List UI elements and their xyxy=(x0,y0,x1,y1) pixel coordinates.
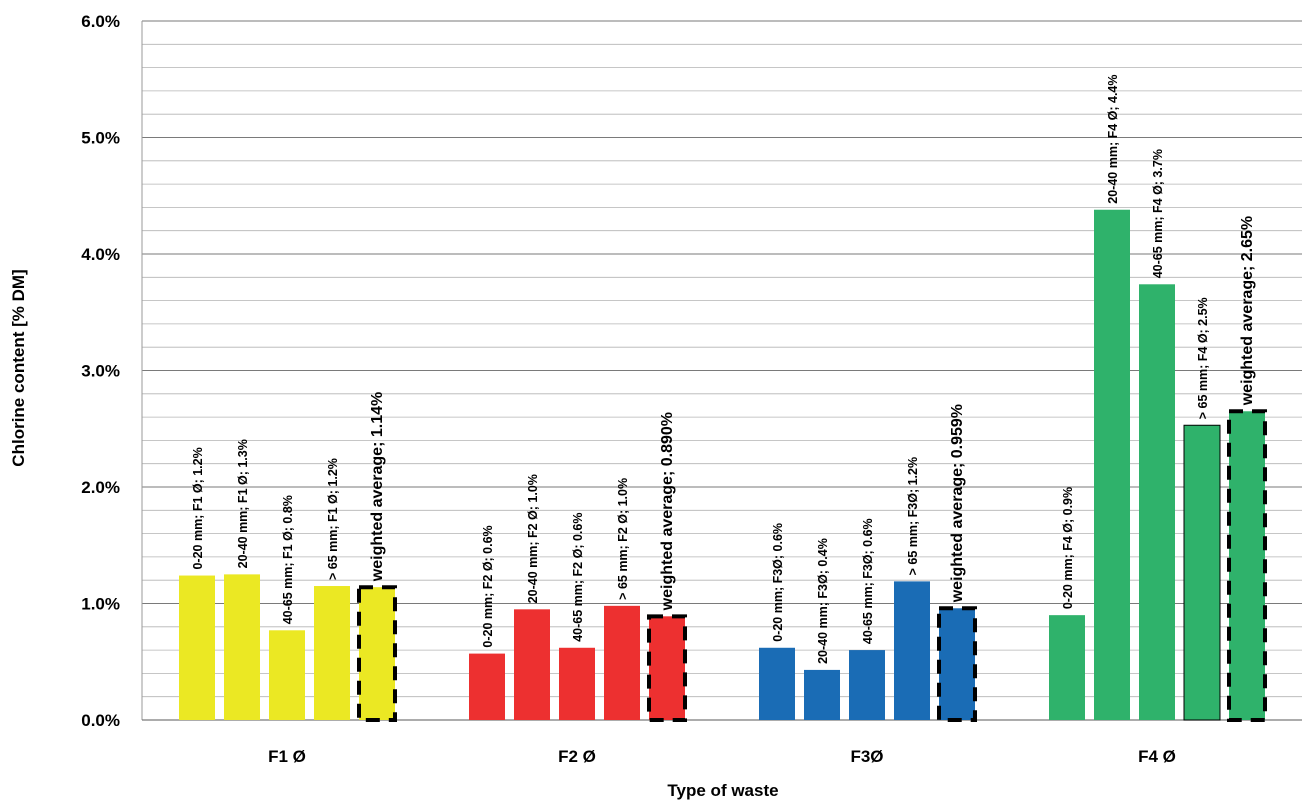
y-axis-title: Chlorine content [% DM] xyxy=(9,269,28,466)
weighted-average-label: weighted average; 2.65% xyxy=(1239,216,1256,406)
bars xyxy=(179,209,1267,722)
bar-value-label: 40-65 mm; F4 Ø; 3.7% xyxy=(1151,149,1165,278)
data-bar xyxy=(514,609,550,720)
data-bar xyxy=(269,630,305,720)
weighted-average-bar xyxy=(647,614,687,722)
data-bar xyxy=(1049,615,1085,720)
data-bar xyxy=(179,575,215,720)
bar-value-label: 0-20 mm; F3Ø; 0.6% xyxy=(771,523,785,642)
y-tick-label: 5.0% xyxy=(81,129,120,148)
bar-value-label: 20-40 mm; F1 Ø; 1.3% xyxy=(236,439,250,568)
weighted-average-bar xyxy=(357,585,397,722)
bar-labels: 0-20 mm; F1 Ø; 1.2% 20-40 mm; F1 Ø; 1.3% 4… xyxy=(191,75,1256,664)
bar-value-label: 20-40 mm; F2 Ø; 1.0% xyxy=(526,474,540,603)
category-label: F3Ø xyxy=(850,747,883,766)
y-tick-label: 2.0% xyxy=(81,478,120,497)
data-bar xyxy=(469,653,505,720)
category-label: F1 Ø xyxy=(268,747,306,766)
weighted-average-label: weighted average; 1.14% xyxy=(369,392,386,582)
y-axis-ticks: 0.0% 1.0% 2.0% 3.0% 4.0% 5.0% 6.0% xyxy=(81,12,120,730)
bar-value-label: > 65 mm; F4 Ø; 2.5% xyxy=(1196,297,1210,419)
data-bar xyxy=(224,574,260,720)
bar-value-label: 0-20 mm; F4 Ø; 0.9% xyxy=(1061,487,1075,609)
data-bar xyxy=(314,586,350,720)
bar-value-label: > 65 mm; F2 Ø; 1.0% xyxy=(616,478,630,600)
data-bar xyxy=(894,581,930,720)
x-axis-categories: F1 Ø F2 Ø F3Ø F4 Ø xyxy=(268,747,1176,766)
bar-value-label: > 65 mm; F3Ø; 1.2% xyxy=(906,457,920,575)
bar-value-label: 40-65 mm; F1 Ø; 0.8% xyxy=(281,495,295,624)
weighted-average-label: weighted average; 0.959% xyxy=(949,404,966,603)
bar-value-label: 0-20 mm; F1 Ø; 1.2% xyxy=(191,447,205,569)
x-axis-title: Type of waste xyxy=(667,781,778,800)
bar-value-label: > 65 mm; F1 Ø; 1.2% xyxy=(326,458,340,580)
bar-value-label: 40-65 mm; F3Ø; 0.6% xyxy=(861,518,875,644)
data-bar xyxy=(849,650,885,720)
y-tick-label: 4.0% xyxy=(81,245,120,264)
data-bar xyxy=(804,669,840,720)
data-bar xyxy=(604,605,640,720)
y-tick-label: 6.0% xyxy=(81,12,120,31)
y-tick-label: 3.0% xyxy=(81,362,120,381)
data-bar xyxy=(559,647,595,720)
bar-value-label: 20-40 mm; F4 Ø; 4.4% xyxy=(1106,75,1120,204)
category-label: F4 Ø xyxy=(1138,747,1176,766)
y-tick-label: 1.0% xyxy=(81,595,120,614)
data-bar xyxy=(1183,424,1221,721)
bar-value-label: 40-65 mm; F2 Ø; 0.6% xyxy=(571,513,585,642)
bar-value-label: 0-20 mm; F2 Ø; 0.6% xyxy=(481,525,495,647)
data-bar xyxy=(1139,284,1175,720)
weighted-average-bar xyxy=(937,606,977,722)
data-bar xyxy=(1094,209,1130,721)
data-bar xyxy=(759,647,795,720)
y-tick-label: 0.0% xyxy=(81,711,120,730)
weighted-average-bar xyxy=(1227,409,1267,722)
category-label: F2 Ø xyxy=(558,747,596,766)
bar-value-label: 20-40 mm; F3Ø; 0.4% xyxy=(816,538,830,664)
weighted-average-label: weighted average; 0.890% xyxy=(659,412,676,611)
